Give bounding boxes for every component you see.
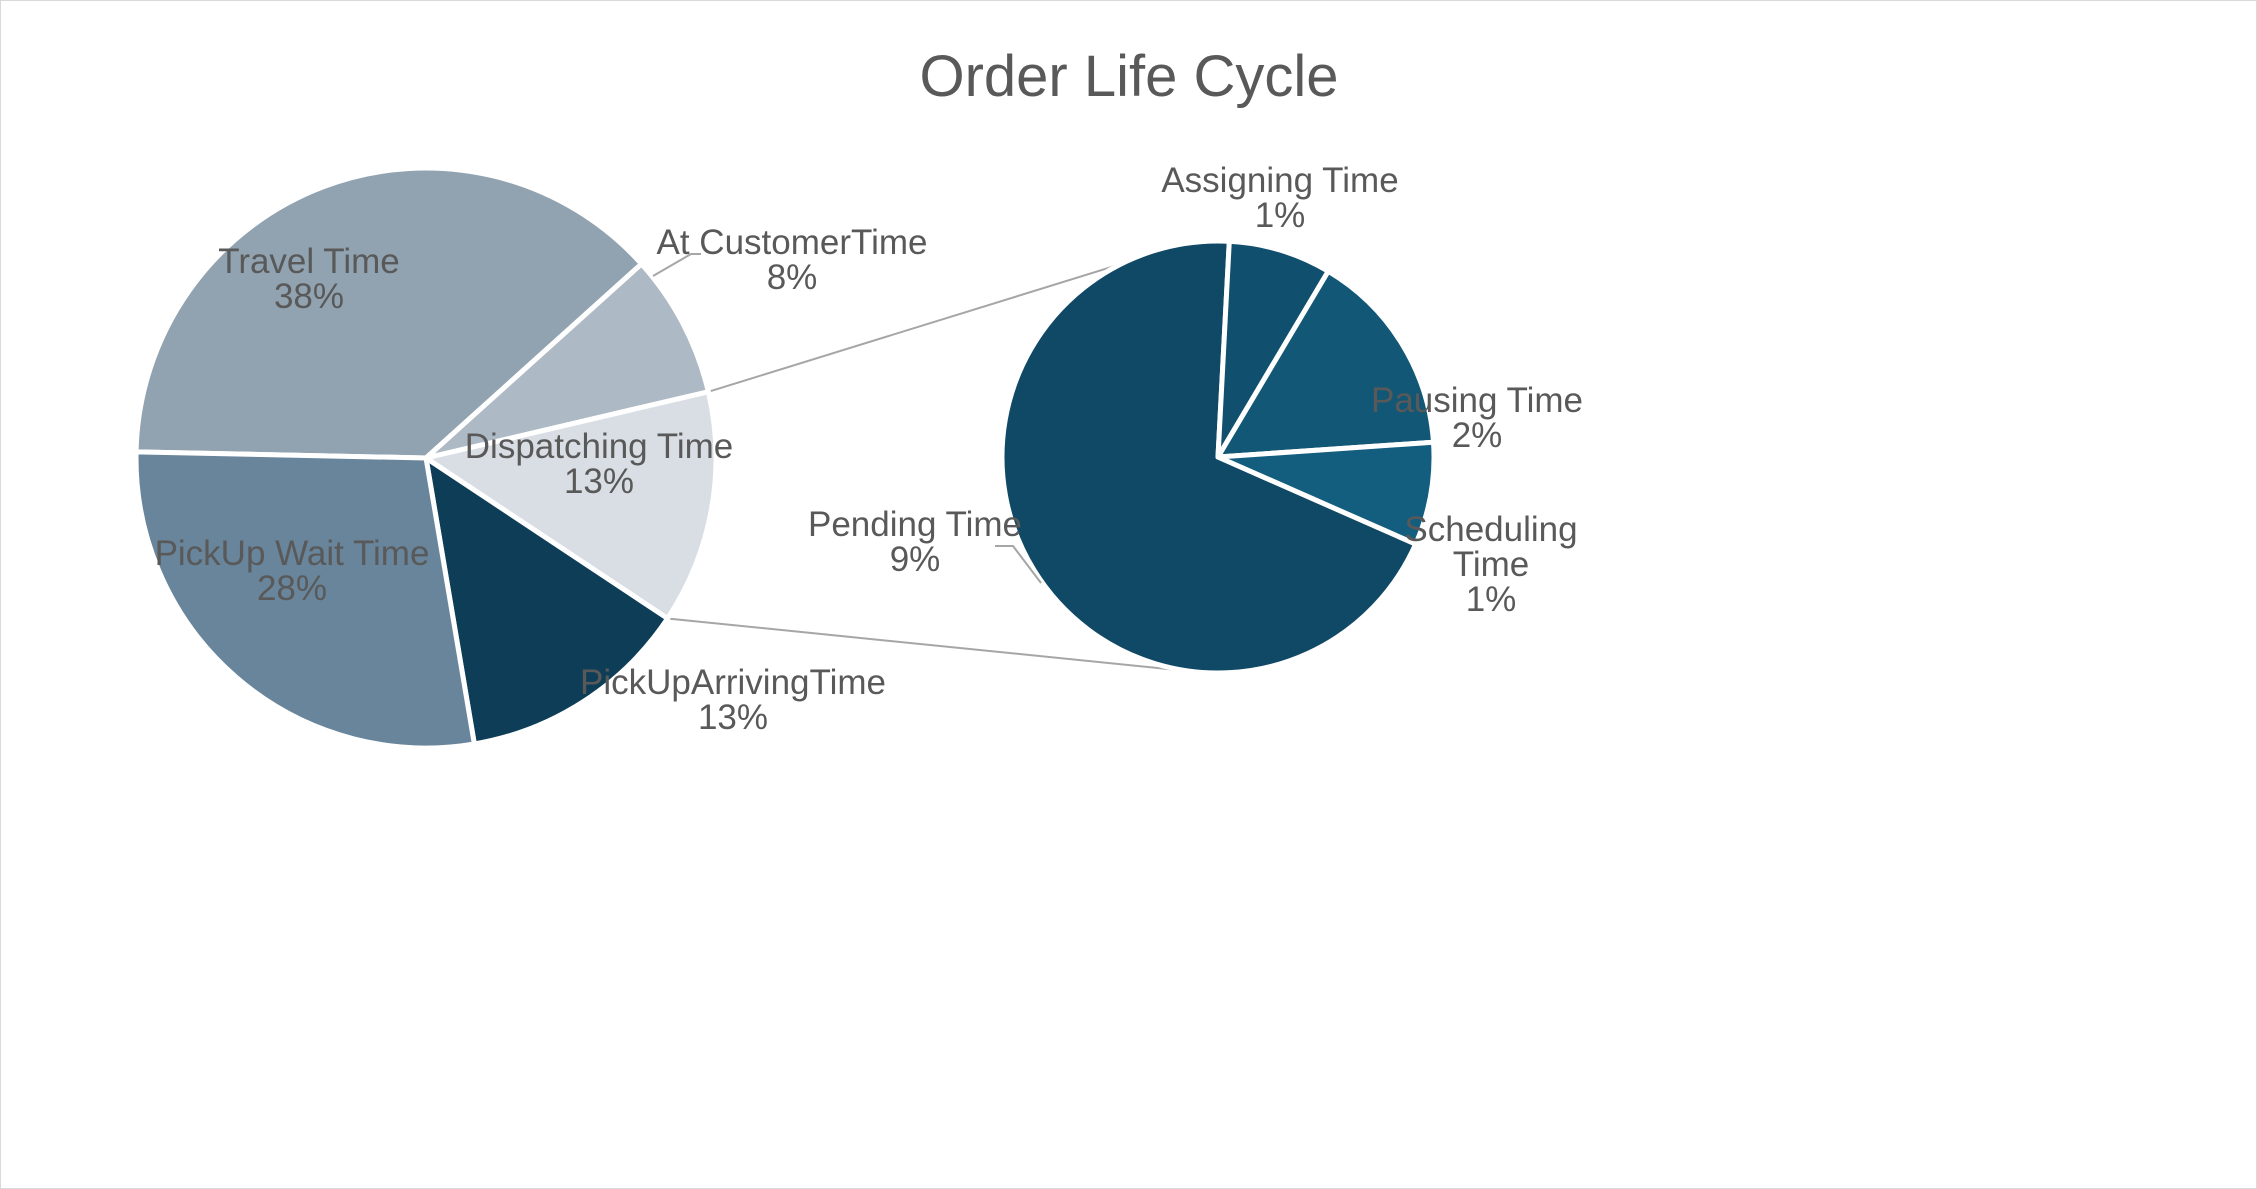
leader-pending-time <box>995 545 1042 584</box>
secondary-pie <box>999 238 1437 676</box>
main-pie <box>133 165 719 751</box>
secondary-slice-scheduling-time <box>1215 439 1437 547</box>
main-slice-at-customertime <box>423 261 711 461</box>
secondary-label-pending-time: Pending Time 9% <box>808 505 1022 579</box>
main-label-dispatching-time: Dispatching Time 13% <box>465 427 733 501</box>
label-leader-lines <box>652 253 1042 584</box>
main-label-travel-time: Travel Time 38% <box>218 242 400 316</box>
main-slice-travel-time <box>133 165 645 461</box>
connector-line-bottom <box>667 617 1190 673</box>
secondary-slice-pending-time <box>999 238 1419 676</box>
main-label-pickuparrivingtime: PickUpArrivingTime 13% <box>580 663 886 737</box>
chart-title: Order Life Cycle <box>919 44 1338 109</box>
secondary-slice-pausing-time <box>1215 268 1436 460</box>
secondary-label-assigning-time: Assigning Time 1% <box>1161 161 1398 235</box>
leader-at-customer-time <box>652 253 701 277</box>
main-label-at-customertime: At CustomerTime 8% <box>657 223 928 297</box>
main-label-pickup-wait-time: PickUp Wait Time 28% <box>155 534 430 608</box>
main-slice-dispatching-time <box>423 389 719 621</box>
secondary-label-scheduling-time: Scheduling Time 1% <box>1404 510 1577 619</box>
main-slice-pickup-wait-time <box>133 449 477 751</box>
secondary-label-pausing-time: Pausing Time 2% <box>1371 381 1583 455</box>
main-slice-pickuparrivingtime <box>423 455 671 747</box>
data-labels: Travel Time 38% At CustomerTime 8% Dispatchi… <box>155 161 1583 737</box>
